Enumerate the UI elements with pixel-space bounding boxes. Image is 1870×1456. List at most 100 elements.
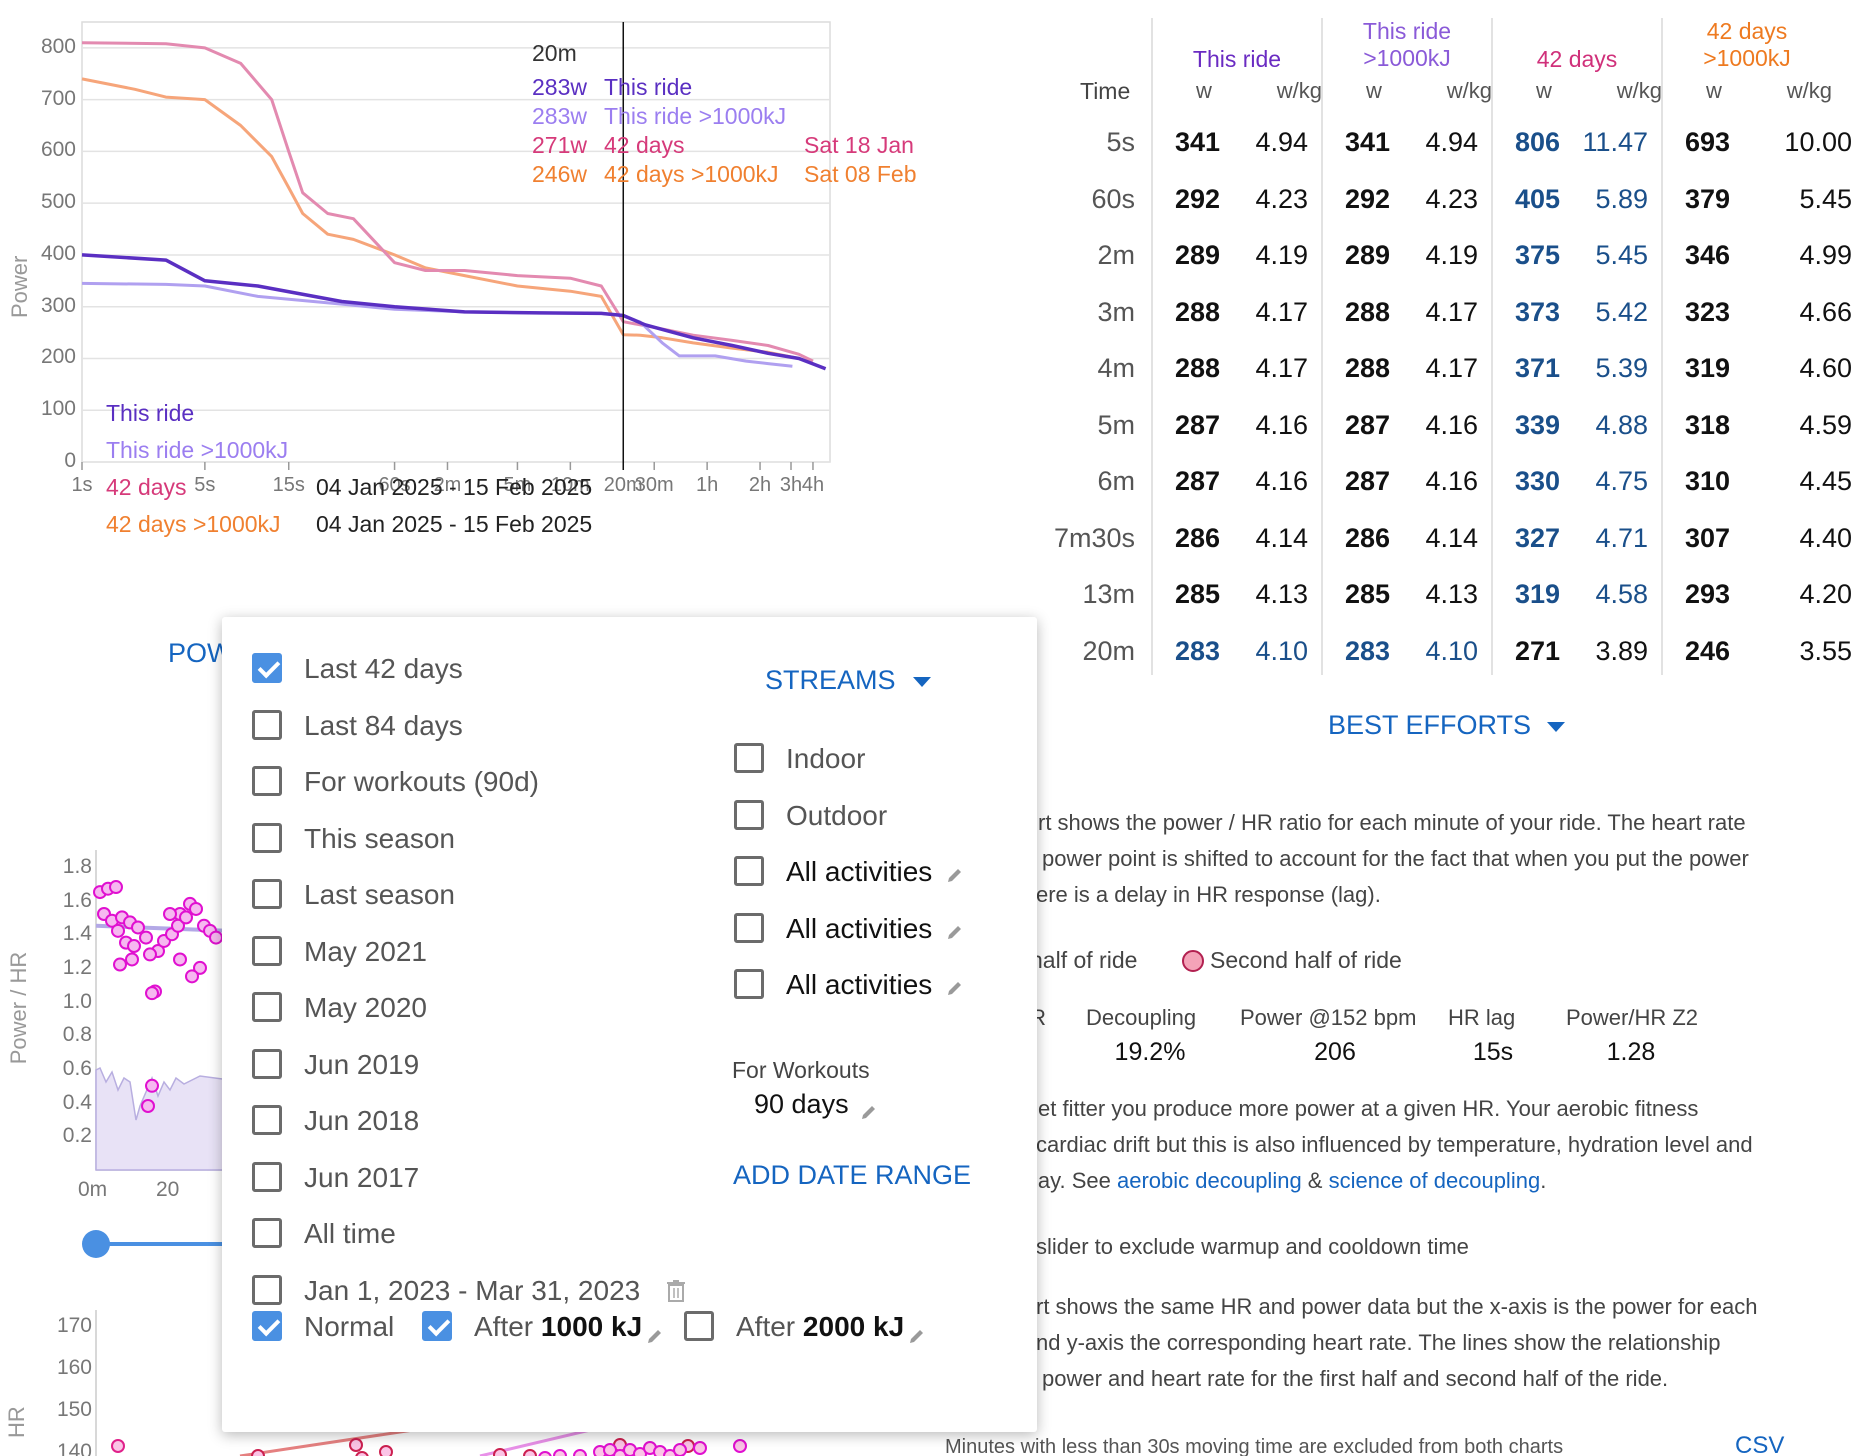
checkbox[interactable]: [734, 969, 764, 999]
aerobic-decoupling-link[interactable]: aerobic decoupling: [1116, 1168, 1302, 1193]
ratio-point: [185, 969, 199, 984]
power-hr-ratio-chart[interactable]: Power / HR 1.8 1.6 1.4 1.2 1.0 0.8 0.6 0.4 0.2 0…: [0, 820, 230, 1201]
period-option[interactable]: This season: [252, 822, 732, 859]
delete-icon[interactable]: [666, 1279, 686, 1303]
checkbox[interactable]: [734, 856, 764, 886]
table-cell: 10.00: [1784, 127, 1852, 157]
legend-first-half: half of ride: [1030, 947, 1138, 973]
tab-power[interactable]: POW: [168, 638, 233, 668]
pencil-icon[interactable]: [946, 923, 964, 941]
checkbox[interactable]: [252, 992, 282, 1022]
energy-filter-option[interactable]: Normal: [252, 1311, 402, 1347]
hr-point: [663, 1449, 677, 1456]
period-option[interactable]: May 2021: [252, 935, 732, 972]
period-text: .: [1540, 1168, 1547, 1193]
csv-link[interactable]: CSV: [1735, 1432, 1785, 1456]
slider-handle[interactable]: [82, 1230, 110, 1258]
table-cell: 339: [1514, 409, 1560, 440]
period-option[interactable]: Last 42 days: [252, 653, 732, 689]
decoupling-section: rt shows the power / HR ratio for each m…: [945, 810, 1870, 1456]
period-label: Last 42 days: [304, 653, 463, 684]
checkbox[interactable]: [734, 912, 764, 943]
pencil-icon[interactable]: [908, 1320, 926, 1343]
for-workouts-value[interactable]: 90 days: [754, 1089, 878, 1120]
filter-label: All activities: [786, 969, 933, 1000]
period-option[interactable]: Jun 2019: [252, 1048, 732, 1085]
checkbox[interactable]: [422, 1311, 452, 1341]
checkbox[interactable]: [252, 1311, 282, 1341]
ratio-x-tick: 20: [156, 1178, 180, 1201]
pencil-icon[interactable]: [646, 1320, 664, 1343]
checkbox[interactable]: [252, 935, 282, 966]
checkbox[interactable]: [252, 879, 282, 909]
stream-filter-option[interactable]: All activities: [734, 856, 1014, 892]
checkbox[interactable]: [252, 822, 282, 853]
period-label: All time: [304, 1218, 396, 1249]
table-cell: 327: [1514, 522, 1560, 553]
legend-series-label[interactable]: This ride >1000kJ: [106, 437, 289, 463]
period-option[interactable]: Jun 2018: [252, 1105, 732, 1141]
stream-filter-option[interactable]: Indoor: [734, 743, 1014, 779]
energy-filter-label: Normal: [304, 1311, 394, 1343]
power-curve-chart[interactable]: Power 800 700 600 500 400 300 200 100 0 1s 5s 15s 6…: [0, 0, 1000, 610]
hr-point: [349, 1438, 363, 1452]
streams-dropdown[interactable]: STREAMS: [765, 665, 932, 696]
hr-point: [523, 1449, 537, 1456]
checkbox[interactable]: [252, 653, 282, 683]
group-header: This ride >1000kJ: [1362, 18, 1452, 71]
energy-filter-label: After 2000 kJ: [736, 1311, 926, 1343]
pencil-icon[interactable]: [946, 866, 964, 884]
checkbox[interactable]: [734, 743, 764, 773]
stat-label: Power @152 bpm: [1240, 1005, 1417, 1030]
checkbox[interactable]: [734, 799, 764, 830]
table-cell: 288: [1174, 296, 1220, 327]
ratio-y-tick: 0.2: [62, 1124, 92, 1148]
period-option[interactable]: For workouts (90d): [252, 766, 732, 802]
ratio-axis-label: Power / HR: [6, 951, 31, 1065]
energy-filter-option[interactable]: After 1000 kJ: [422, 1311, 672, 1347]
y-tick-label: 100: [40, 397, 76, 421]
ratio-y-tick: 1.0: [62, 989, 92, 1013]
science-of-decoupling-link[interactable]: science of decoupling: [1328, 1168, 1541, 1193]
stream-filter-option[interactable]: All activities: [734, 912, 1014, 949]
period-option[interactable]: Last 84 days: [252, 709, 732, 746]
period-option[interactable]: Last season: [252, 879, 732, 915]
range-slider[interactable]: [82, 1230, 232, 1260]
period-option[interactable]: All time: [252, 1218, 732, 1254]
period-label: For workouts (90d): [304, 766, 539, 797]
checkbox[interactable]: [252, 1161, 282, 1192]
streams-label: STREAMS: [765, 665, 896, 695]
period-option[interactable]: Jan 1, 2023 - Mar 31, 2023: [252, 1274, 732, 1311]
table-cell: 330: [1514, 466, 1560, 496]
checkbox[interactable]: [252, 766, 282, 796]
energy-filter-label: After 1000 kJ: [474, 1311, 664, 1343]
checkbox[interactable]: [252, 709, 282, 740]
checkbox[interactable]: [252, 1048, 282, 1079]
period-label: May 2020: [304, 992, 427, 1023]
checkbox[interactable]: [252, 1274, 282, 1305]
hr-point: [693, 1441, 707, 1455]
checkbox[interactable]: [252, 1218, 282, 1248]
legend-series-label[interactable]: This ride: [106, 400, 195, 426]
tooltip-watts: 283w: [532, 103, 587, 129]
legend-series-label[interactable]: 42 days >1000kJ: [106, 511, 281, 537]
period-popup[interactable]: Last 42 days Last 84 days For workouts (90…: [222, 617, 1037, 1432]
pencil-icon[interactable]: [946, 979, 964, 997]
energy-filter-option[interactable]: After 2000 kJ: [684, 1311, 934, 1347]
stream-filter-option[interactable]: Outdoor: [734, 799, 1014, 836]
checkbox[interactable]: [684, 1311, 714, 1341]
best-efforts-dropdown[interactable]: BEST EFFORTS: [1328, 710, 1565, 741]
table-cell: 341: [1174, 127, 1220, 157]
period-option[interactable]: Jun 2017: [252, 1161, 732, 1198]
add-date-range-button[interactable]: ADD DATE RANGE: [733, 1160, 972, 1190]
period-option[interactable]: May 2020: [252, 992, 732, 1028]
table-cell: 4.19: [1425, 240, 1478, 270]
desc2-line1: et fitter you produce more power at a gi…: [1038, 1096, 1699, 1121]
checkbox[interactable]: [252, 1105, 282, 1135]
series-42days: [81, 41, 814, 363]
legend-series-label[interactable]: 42 days: [106, 474, 187, 500]
stream-filter-option[interactable]: All activities: [734, 969, 1014, 1005]
stat-label: Power/HR Z2: [1566, 1005, 1699, 1030]
table-cell: 4.14: [1255, 522, 1308, 553]
unit-w: w: [1706, 78, 1722, 103]
